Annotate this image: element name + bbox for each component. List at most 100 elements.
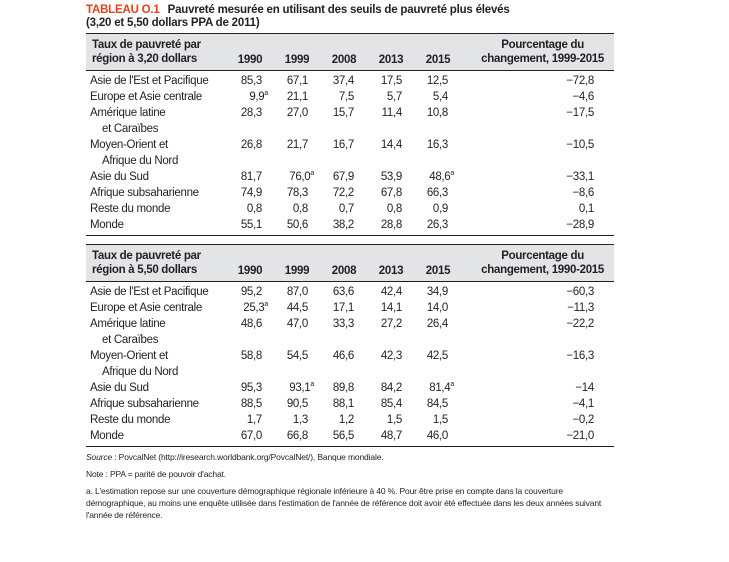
value-cell: 33,3 [332, 318, 354, 330]
value-cell: 0,8 [292, 203, 308, 215]
value-cell: 16,3 [426, 139, 448, 151]
value-cell: 7,5 [338, 91, 354, 103]
table-row: Moyen-Orient et Afrique du Nord 58,8 54,5 46… [86, 348, 614, 380]
value-cell: 17,1 [332, 302, 354, 314]
value-cell: 37,4 [332, 75, 354, 87]
value-cell: 48,6 [240, 318, 262, 330]
table-section-2: Taux de pauvreté par région à 5,50 dollar… [86, 244, 614, 447]
footnote-marker: a [264, 90, 268, 98]
value-cell: 63,6 [332, 286, 354, 298]
row-header-label: Taux de pauvreté par région à 3,20 dollar… [92, 39, 201, 65]
value-cell: 90,5 [286, 398, 308, 410]
value-cell: 74,9 [240, 187, 262, 199]
ppa-note: Note : PPA = parité de pouvoir d'achat. [86, 469, 226, 479]
value-cell: 16,7 [332, 139, 354, 151]
region-name: Asie du Sud [90, 382, 149, 394]
region-name: Afrique subsaharienne [90, 398, 199, 410]
change-cell: −11,3 [567, 302, 594, 314]
value-cell: 26,4 [426, 318, 448, 330]
table-row: Asie du Sud 95,3 93,1a 89,8 84,2 81,4a −14 [86, 380, 614, 396]
region-name: Monde [90, 430, 124, 442]
value-cell: 1,3 [292, 414, 308, 426]
region-name: Europe et Asie centrale [90, 91, 203, 103]
value-cell: 1,5 [432, 414, 448, 426]
change-cell: −4,1 [572, 398, 594, 410]
value-cell: 0,7 [338, 203, 354, 215]
value-cell: 95,3 [240, 382, 262, 394]
value-cell: 1,5 [386, 414, 402, 426]
value-cell: 46,6 [332, 350, 354, 362]
table-row: Moyen-Orient et Afrique du Nord 26,8 21,7 16… [86, 137, 614, 169]
table-row: Asie de l'Est et Pacifique 85,3 67,1 37,4 17… [86, 73, 614, 89]
value-cell: 42,3 [380, 350, 402, 362]
change-cell: −17,5 [566, 107, 594, 119]
value-cell: 67,1 [286, 75, 308, 87]
section-bottom-rule [86, 446, 614, 447]
change-cell: −0,2 [572, 414, 594, 426]
region-name: Europe et Asie centrale [90, 302, 203, 314]
value-cell: 56,5 [332, 430, 354, 442]
region-name: Asie de l'Est et Pacifique [90, 286, 209, 298]
source-text: : PovcalNet (http://iresearch.worldbank.… [112, 452, 384, 462]
year-header: 2015 [425, 265, 451, 277]
year-header: 2013 [378, 265, 404, 277]
table-label: TABLEAU O.1 [86, 4, 160, 16]
footnote-marker: a [310, 170, 314, 178]
value-cell: 28,3 [240, 107, 262, 119]
value-cell: 67,0 [240, 430, 262, 442]
region-name: Amérique latine et Caraïbes [90, 107, 166, 135]
year-header: 2013 [378, 54, 404, 66]
value-cell: 46,0 [426, 430, 448, 442]
region-name: Afrique subsaharienne [90, 187, 199, 199]
value-cell: 1,7 [246, 414, 262, 426]
value-cell: 28,8 [380, 219, 402, 231]
footnote-marker: a [264, 301, 268, 309]
value-cell: 34,9 [426, 286, 448, 298]
value-cell: 66,8 [286, 430, 308, 442]
region-name: Amérique latine et Caraïbes [90, 318, 166, 346]
value-cell: 27,0 [286, 107, 308, 119]
footnote-marker: a [310, 381, 314, 389]
row-header-label: Taux de pauvreté par région à 5,50 dollar… [92, 250, 201, 276]
region-name: Reste du monde [90, 203, 171, 215]
value-cell: 26,8 [240, 139, 262, 151]
value-cell: 21,1 [286, 91, 308, 103]
footnote-marker: a [450, 381, 454, 389]
source-label: Source [86, 452, 113, 462]
value-cell: 78,3 [286, 187, 308, 199]
year-header: 1999 [284, 54, 310, 66]
region-name: Monde [90, 219, 124, 231]
value-cell: 9,9a [249, 90, 268, 103]
value-cell: 42,4 [380, 286, 402, 298]
table-row: Afrique subsaharienne 88,5 90,5 88,1 85,4 84,… [86, 396, 614, 412]
value-cell: 81,4a [429, 381, 454, 394]
region-name: Moyen-Orient et Afrique du Nord [90, 350, 179, 378]
value-cell: 14,0 [426, 302, 448, 314]
change-cell: −21,0 [566, 430, 594, 442]
value-cell: 66,3 [426, 187, 448, 199]
value-cell: 58,8 [240, 350, 262, 362]
footnote-a: a. L'estimation repose sur une couvertur… [86, 486, 602, 520]
value-cell: 48,6a [429, 170, 454, 183]
table-subtitle: (3,20 et 5,50 dollars PPA de 2011) [86, 17, 260, 29]
table-row: Amérique latine et Caraïbes 48,6 47,0 33,3 27… [86, 316, 614, 348]
section-bottom-rule [86, 235, 614, 236]
table-title: TABLEAU O.1 Pauvreté mesurée en utilisant… [86, 4, 614, 17]
table-row: Amérique latine et Caraïbes 28,3 27,0 15,7 11… [86, 105, 614, 137]
value-cell: 21,7 [286, 139, 308, 151]
change-cell: 0,1 [578, 203, 594, 215]
change-cell: −8,6 [572, 187, 594, 199]
table-row: Reste du monde 1,7 1,3 1,2 1,5 1,5 −0,2 [86, 412, 614, 428]
value-cell: 87,0 [286, 286, 308, 298]
change-cell: −14 [575, 382, 594, 394]
table-row: Asie du Sud 81,7 76,0a 67,9 53,9 48,6a −33,1 [86, 169, 614, 185]
table-container: TABLEAU O.1 Pauvreté mesurée en utilisant… [86, 4, 614, 526]
region-name: Moyen-Orient et Afrique du Nord [90, 139, 179, 167]
change-cell: −4,6 [572, 91, 594, 103]
value-cell: 0,9 [432, 203, 448, 215]
year-header: 2015 [425, 54, 451, 66]
region-name: Asie du Sud [90, 171, 149, 183]
value-cell: 85,4 [380, 398, 402, 410]
value-cell: 11,4 [381, 107, 403, 119]
year-header: 1990 [237, 265, 263, 277]
